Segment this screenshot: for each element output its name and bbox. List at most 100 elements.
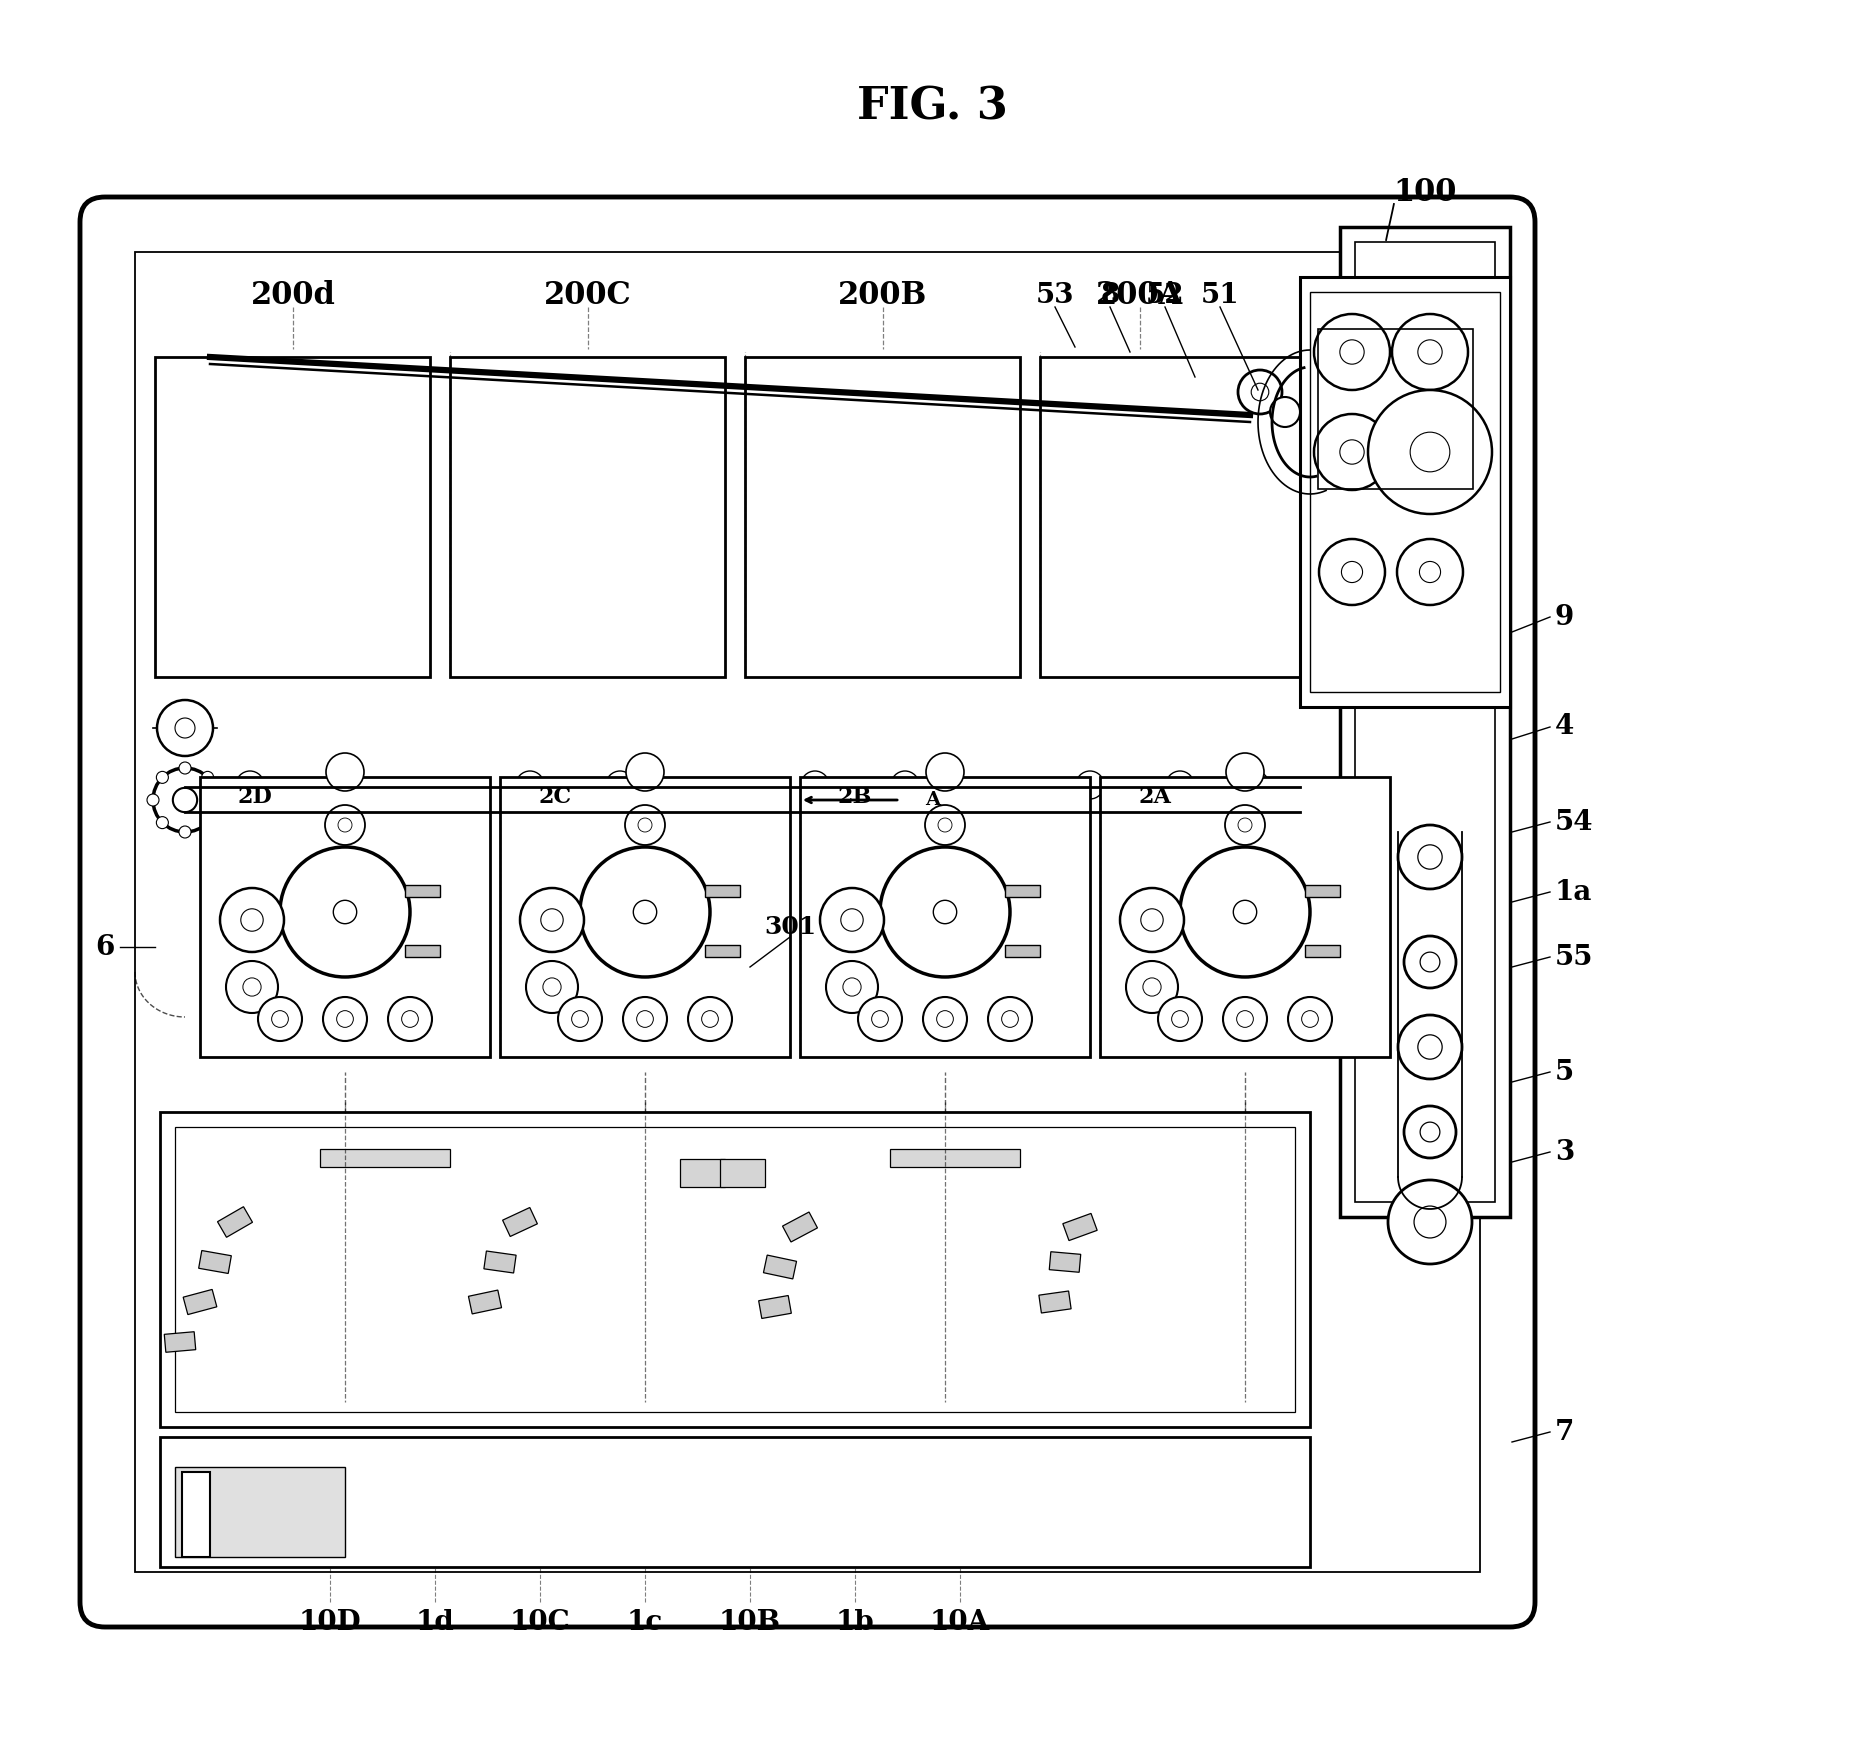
Text: 1c: 1c (626, 1608, 664, 1636)
Bar (218, 1207, 252, 1237)
Circle shape (1234, 900, 1256, 924)
Circle shape (857, 996, 902, 1040)
Circle shape (1141, 908, 1163, 931)
Circle shape (843, 979, 861, 996)
Circle shape (280, 847, 410, 977)
Bar (160, 1437, 1310, 1567)
FancyBboxPatch shape (80, 197, 1534, 1627)
Circle shape (1288, 996, 1333, 1040)
Circle shape (606, 771, 634, 799)
Bar (1355, 242, 1495, 1202)
Circle shape (153, 768, 216, 833)
Circle shape (226, 961, 278, 1014)
Circle shape (175, 719, 196, 738)
Circle shape (923, 996, 967, 1040)
Circle shape (157, 699, 212, 756)
Circle shape (201, 771, 214, 784)
Bar (800, 777, 1090, 1058)
Bar (183, 1290, 216, 1314)
Bar (1305, 945, 1340, 958)
Bar (175, 1467, 345, 1557)
Circle shape (157, 771, 168, 784)
Circle shape (237, 771, 265, 799)
Bar (500, 777, 790, 1058)
Bar (160, 1112, 1310, 1427)
Circle shape (257, 996, 302, 1040)
Bar (1049, 1251, 1081, 1272)
Circle shape (386, 780, 423, 819)
Circle shape (926, 754, 964, 791)
Bar (1100, 777, 1391, 1058)
Bar (1318, 329, 1473, 488)
Bar (680, 1160, 725, 1188)
Text: 2A: 2A (1139, 785, 1171, 808)
Text: 5: 5 (1555, 1058, 1575, 1086)
Circle shape (936, 1010, 953, 1028)
Text: 4: 4 (1555, 713, 1575, 740)
Bar (199, 777, 490, 1058)
Circle shape (1314, 315, 1391, 390)
Circle shape (1172, 1010, 1189, 1028)
Circle shape (1340, 439, 1364, 464)
Text: 200A: 200A (1096, 279, 1184, 311)
Circle shape (688, 996, 733, 1040)
Circle shape (1314, 415, 1391, 490)
Circle shape (1238, 819, 1253, 833)
Circle shape (1187, 792, 1202, 806)
Circle shape (925, 805, 966, 845)
Circle shape (1102, 780, 1139, 819)
Circle shape (1167, 771, 1195, 799)
Circle shape (157, 817, 168, 829)
Circle shape (677, 792, 693, 806)
Circle shape (1415, 1205, 1446, 1239)
Bar (1005, 945, 1040, 958)
Text: FIG. 3: FIG. 3 (857, 86, 1007, 128)
Bar (720, 1160, 764, 1188)
Bar (449, 357, 725, 676)
Circle shape (872, 1010, 889, 1028)
Bar (1310, 292, 1501, 692)
Bar (759, 1295, 792, 1318)
Bar (175, 1126, 1295, 1413)
Circle shape (242, 979, 261, 996)
Circle shape (1419, 1035, 1443, 1059)
Circle shape (557, 996, 602, 1040)
Text: 53: 53 (1036, 281, 1074, 309)
Circle shape (388, 996, 432, 1040)
Circle shape (526, 961, 578, 1014)
Bar (503, 1207, 537, 1237)
Circle shape (1126, 961, 1178, 1014)
Text: 2D: 2D (237, 785, 272, 808)
Circle shape (240, 908, 263, 931)
Circle shape (326, 754, 363, 791)
Circle shape (1120, 887, 1184, 952)
Circle shape (1158, 996, 1202, 1040)
Circle shape (1368, 390, 1491, 515)
Bar (134, 251, 1480, 1573)
Circle shape (1342, 562, 1363, 583)
Circle shape (1396, 539, 1463, 604)
Circle shape (326, 771, 354, 799)
Bar (164, 1332, 196, 1353)
Circle shape (841, 908, 863, 931)
Circle shape (322, 996, 367, 1040)
Bar (155, 357, 431, 676)
Circle shape (1404, 1105, 1456, 1158)
Circle shape (1227, 754, 1264, 791)
Bar (404, 945, 440, 958)
Circle shape (1076, 771, 1103, 799)
Bar (199, 1251, 231, 1274)
Circle shape (401, 1010, 418, 1028)
Text: 52: 52 (1146, 281, 1184, 309)
Text: 200C: 200C (544, 279, 632, 311)
Text: 51: 51 (1200, 281, 1240, 309)
Bar (183, 1472, 211, 1557)
Text: 200B: 200B (839, 279, 928, 311)
Text: 301: 301 (764, 915, 816, 938)
Circle shape (1001, 1010, 1018, 1028)
Text: 7: 7 (1555, 1418, 1575, 1446)
Circle shape (936, 780, 975, 819)
Circle shape (1420, 1123, 1439, 1142)
Circle shape (179, 763, 190, 775)
Circle shape (891, 771, 919, 799)
